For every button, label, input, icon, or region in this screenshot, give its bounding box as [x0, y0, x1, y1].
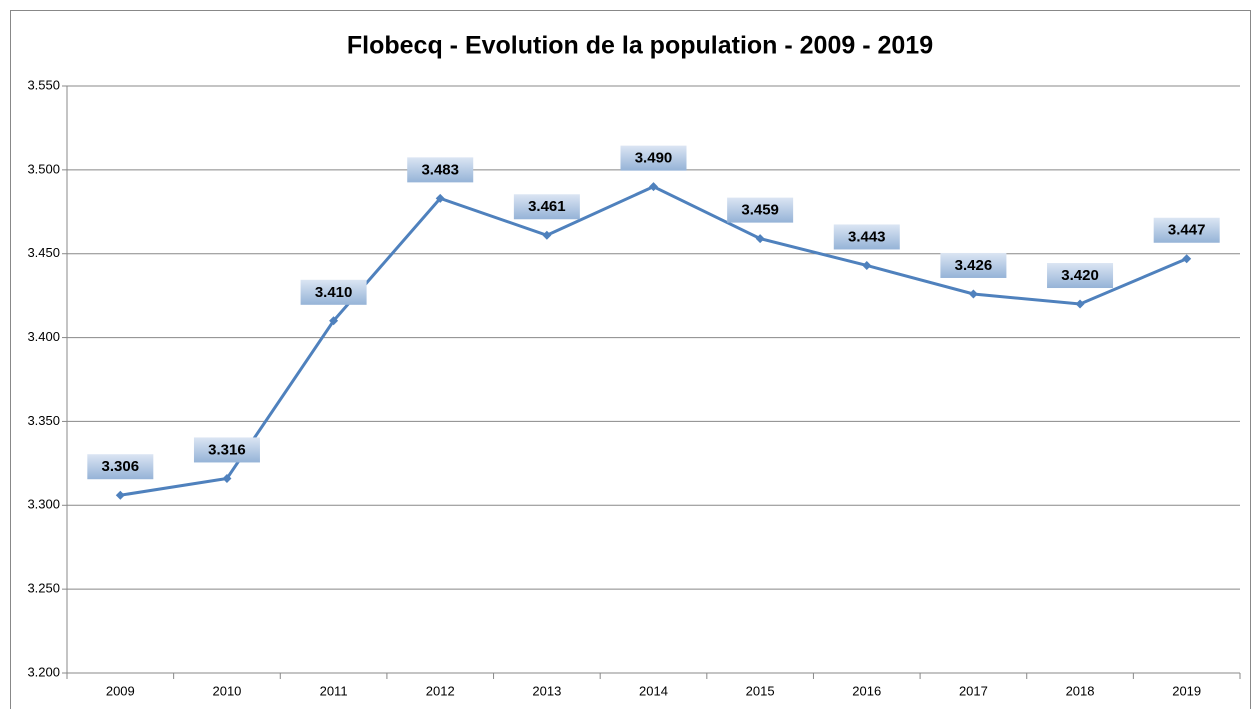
y-tick-label: 3.550 [27, 77, 60, 92]
x-tick-label: 2013 [532, 683, 561, 698]
x-tick-label: 2015 [746, 683, 775, 698]
x-tick-label: 2018 [1066, 683, 1095, 698]
data-label: 3.459 [741, 202, 779, 219]
marker [222, 473, 232, 483]
x-tick-label: 2014 [639, 683, 668, 698]
marker [329, 316, 339, 326]
marker [1075, 299, 1085, 309]
x-tick-label: 2010 [212, 683, 241, 698]
marker [968, 289, 978, 299]
data-label-box [193, 437, 260, 463]
data-label-box [87, 454, 154, 480]
y-tick-label: 3.450 [27, 245, 60, 260]
marker [115, 490, 125, 500]
data-label-box [407, 157, 474, 183]
data-label-box [940, 252, 1007, 278]
data-label: 3.483 [421, 161, 459, 178]
data-label-box [727, 197, 794, 223]
y-tick-label: 3.200 [27, 664, 60, 679]
data-label: 3.426 [955, 257, 993, 274]
y-tick-label: 3.300 [27, 497, 60, 512]
data-label-box [513, 194, 580, 220]
data-label: 3.420 [1061, 267, 1099, 284]
x-tick-label: 2012 [426, 683, 455, 698]
chart-title: Flobecq - Evolution de la population - 2… [347, 32, 933, 60]
data-label-box [1153, 217, 1220, 243]
data-label: 3.316 [208, 441, 246, 458]
data-label-box [300, 279, 367, 305]
x-tick-label: 2016 [852, 683, 881, 698]
data-label: 3.461 [528, 198, 566, 215]
data-label-box [1047, 263, 1114, 289]
marker [649, 182, 658, 192]
data-label: 3.447 [1168, 222, 1206, 239]
y-tick-label: 3.350 [27, 413, 60, 428]
data-label: 3.443 [848, 228, 886, 245]
marker [542, 230, 552, 240]
x-tick-label: 2011 [320, 683, 348, 698]
y-tick-label: 3.400 [27, 329, 60, 344]
data-label: 3.306 [102, 458, 140, 475]
marker [755, 234, 765, 244]
x-tick-label: 2019 [1172, 683, 1201, 698]
data-label: 3.410 [315, 284, 353, 301]
data-label-box [833, 224, 900, 250]
x-tick-label: 2017 [959, 683, 988, 698]
x-tick-label: 2009 [106, 683, 135, 698]
y-tick-label: 3.500 [27, 161, 60, 176]
chart-frame [10, 10, 1251, 709]
data-label-box [620, 145, 687, 171]
y-tick-label: 3.250 [27, 581, 60, 596]
marker [435, 193, 445, 203]
marker [1182, 254, 1192, 264]
marker [862, 260, 872, 270]
data-label: 3.490 [635, 150, 673, 167]
